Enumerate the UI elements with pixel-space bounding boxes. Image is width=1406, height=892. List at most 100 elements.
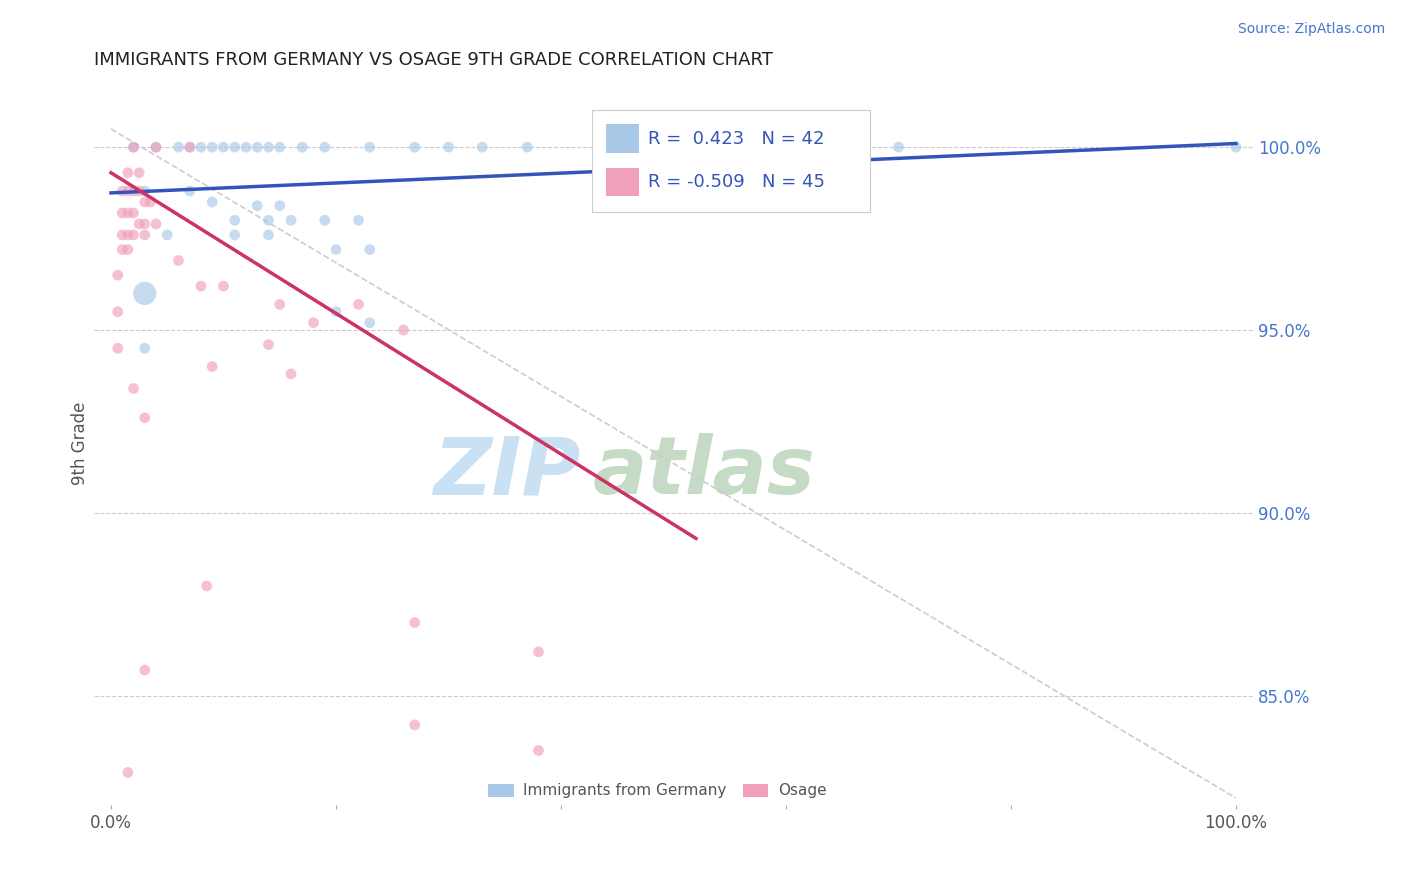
Point [156, 227, 179, 242]
Y-axis label: 9th Grade: 9th Grade [72, 401, 89, 485]
Text: R =  0.423   N = 42: R = 0.423 N = 42 [648, 129, 824, 148]
Point [246, 140, 269, 154]
Text: Source: ZipAtlas.com: Source: ZipAtlas.com [1237, 22, 1385, 37]
Point [269, 199, 291, 213]
Point [269, 297, 291, 311]
Point [404, 615, 426, 630]
FancyBboxPatch shape [488, 784, 513, 797]
Point [246, 199, 269, 213]
Point [122, 206, 145, 220]
Point [887, 140, 910, 154]
Point [280, 213, 302, 227]
Point [134, 217, 156, 231]
Point [314, 140, 336, 154]
Point [471, 140, 494, 154]
Point [167, 253, 190, 268]
Point [404, 140, 426, 154]
Point [257, 213, 280, 227]
Text: ZIP: ZIP [433, 434, 581, 511]
Point [179, 140, 201, 154]
Point [128, 217, 150, 231]
Point [167, 140, 190, 154]
Point [314, 213, 336, 227]
Point [201, 140, 224, 154]
Point [134, 341, 156, 355]
Point [111, 206, 134, 220]
Point [392, 323, 415, 337]
Point [122, 140, 145, 154]
Point [134, 410, 156, 425]
Point [190, 140, 212, 154]
Point [527, 743, 550, 757]
Point [111, 227, 134, 242]
Point [128, 166, 150, 180]
Point [347, 213, 370, 227]
Point [107, 268, 129, 282]
Point [122, 227, 145, 242]
Point [224, 140, 246, 154]
Point [257, 140, 280, 154]
Point [107, 304, 129, 318]
Point [190, 279, 212, 293]
FancyBboxPatch shape [742, 784, 769, 797]
Point [325, 304, 347, 318]
Point [404, 718, 426, 732]
Text: atlas: atlas [592, 434, 815, 511]
Point [122, 184, 145, 198]
Point [662, 140, 685, 154]
Point [224, 227, 246, 242]
Point [235, 140, 257, 154]
Point [117, 206, 139, 220]
FancyBboxPatch shape [592, 111, 870, 211]
Point [134, 227, 156, 242]
Point [117, 166, 139, 180]
Point [1225, 140, 1247, 154]
Point [359, 140, 381, 154]
Point [302, 316, 325, 330]
Point [145, 140, 167, 154]
Point [325, 243, 347, 257]
Point [212, 140, 235, 154]
Point [134, 194, 156, 209]
Point [359, 316, 381, 330]
Text: IMMIGRANTS FROM GERMANY VS OSAGE 9TH GRADE CORRELATION CHART: IMMIGRANTS FROM GERMANY VS OSAGE 9TH GRA… [94, 51, 773, 69]
Point [145, 140, 167, 154]
Point [437, 140, 460, 154]
Point [122, 140, 145, 154]
Point [111, 243, 134, 257]
Point [117, 227, 139, 242]
Point [111, 184, 134, 198]
Point [224, 213, 246, 227]
Point [527, 645, 550, 659]
Point [139, 194, 162, 209]
Point [117, 184, 139, 198]
Point [257, 337, 280, 351]
Point [291, 140, 314, 154]
Point [212, 279, 235, 293]
Point [134, 184, 156, 198]
Point [145, 217, 167, 231]
Point [359, 243, 381, 257]
Point [347, 297, 370, 311]
Point [201, 359, 224, 374]
Point [179, 140, 201, 154]
Point [269, 140, 291, 154]
Point [134, 286, 156, 301]
Point [752, 140, 775, 154]
FancyBboxPatch shape [606, 168, 638, 196]
Point [107, 341, 129, 355]
Point [516, 140, 538, 154]
Text: Osage: Osage [778, 782, 827, 797]
Point [257, 227, 280, 242]
Point [134, 663, 156, 677]
Point [179, 184, 201, 198]
Point [280, 367, 302, 381]
Text: Immigrants from Germany: Immigrants from Germany [523, 782, 727, 797]
Point [117, 243, 139, 257]
Point [201, 194, 224, 209]
FancyBboxPatch shape [606, 125, 638, 153]
Point [122, 382, 145, 396]
Text: R = -0.509   N = 45: R = -0.509 N = 45 [648, 173, 825, 191]
Point [195, 579, 218, 593]
Point [117, 765, 139, 780]
